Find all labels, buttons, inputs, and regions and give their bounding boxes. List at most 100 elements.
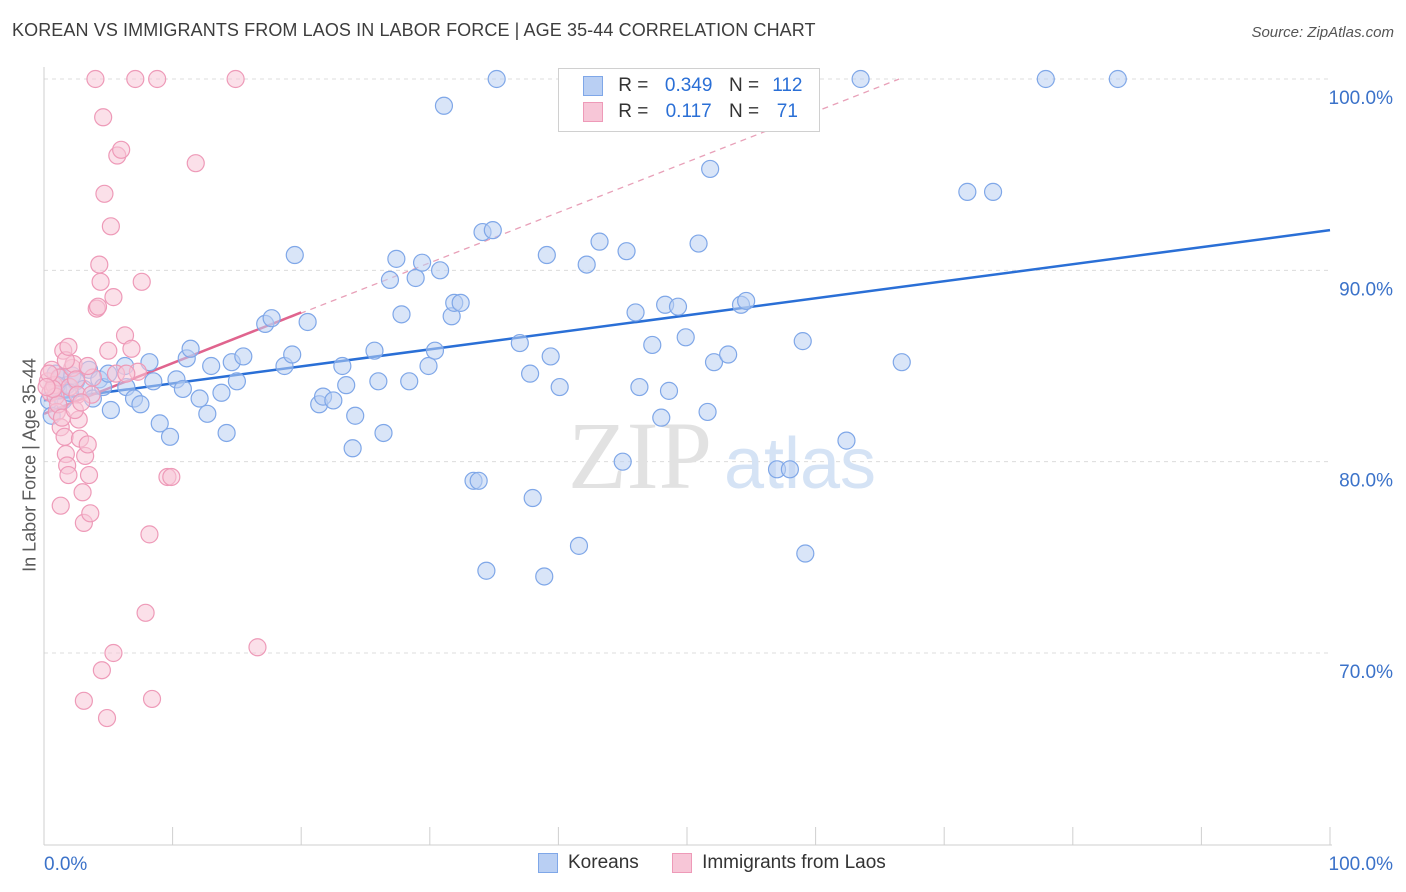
korean-point bbox=[227, 372, 246, 391]
korean-point bbox=[380, 270, 400, 289]
laos-point bbox=[59, 337, 78, 356]
korean-point bbox=[521, 364, 540, 383]
korean-point bbox=[626, 303, 645, 322]
laos-point bbox=[92, 661, 111, 680]
legend-item-laos[interactable]: Immigrants from Laos bbox=[672, 852, 886, 874]
laos-point bbox=[226, 69, 245, 89]
korean-point bbox=[643, 335, 662, 355]
korean-point bbox=[202, 356, 221, 376]
korean-point bbox=[425, 341, 445, 360]
korean-point bbox=[958, 182, 977, 201]
laos-point bbox=[78, 435, 97, 454]
laos-point bbox=[59, 465, 78, 485]
korean-point bbox=[1036, 69, 1055, 89]
korean-point bbox=[298, 312, 317, 332]
legend-n-value: 71 bbox=[776, 101, 798, 122]
korean-point bbox=[212, 383, 231, 402]
laos-point bbox=[78, 356, 97, 376]
korean-point bbox=[324, 391, 343, 410]
korean-point bbox=[131, 395, 150, 414]
korean-point bbox=[419, 356, 438, 376]
koreans-swatch bbox=[583, 75, 603, 96]
laos-point bbox=[148, 69, 167, 89]
korean-point bbox=[346, 406, 365, 425]
korean-point bbox=[569, 536, 589, 555]
korean-point bbox=[430, 261, 450, 280]
korean-point bbox=[412, 253, 432, 272]
legend-n-label: N = bbox=[728, 75, 760, 96]
korean-point bbox=[535, 567, 554, 586]
korean-point bbox=[101, 400, 120, 420]
korean-point bbox=[541, 347, 560, 366]
laos-point bbox=[126, 69, 145, 89]
korean-point bbox=[851, 69, 870, 89]
korean-point bbox=[333, 356, 352, 376]
laos-point bbox=[37, 377, 56, 397]
legend-n-value: 112 bbox=[772, 75, 803, 96]
korean-point bbox=[837, 431, 856, 450]
korean-point bbox=[217, 423, 236, 443]
korean-point bbox=[160, 427, 180, 446]
laos-point bbox=[186, 154, 205, 173]
korean-point bbox=[577, 255, 596, 274]
korean-point bbox=[617, 242, 636, 261]
laos-point bbox=[112, 140, 131, 159]
legend-label-laos: Immigrants from Laos bbox=[702, 852, 886, 873]
legend-r-label: R = bbox=[618, 101, 649, 122]
laos-point bbox=[51, 496, 70, 515]
axes bbox=[43, 67, 1332, 846]
source-credit: Source: ZipAtlas.com bbox=[1251, 24, 1394, 41]
legend-row-laos: R = 0.117 N = 71 bbox=[583, 101, 810, 125]
laos-point bbox=[142, 689, 162, 709]
korean-point bbox=[285, 245, 304, 265]
legend-r-value: 0.349 bbox=[664, 75, 713, 96]
korean-point bbox=[337, 376, 356, 395]
korean-point bbox=[659, 381, 679, 400]
laos-point bbox=[72, 393, 91, 412]
series-legend: Koreans Immigrants from Laos bbox=[538, 852, 914, 874]
laos-point bbox=[79, 465, 99, 485]
koreans-swatch bbox=[538, 852, 558, 873]
korean-point bbox=[392, 305, 411, 324]
laos-swatch bbox=[672, 852, 693, 873]
korean-point bbox=[1108, 69, 1127, 89]
korean-point bbox=[181, 339, 200, 358]
korean-point bbox=[487, 69, 506, 89]
korean-point bbox=[550, 377, 569, 397]
y-axis-label: In Labor Force | Age 35-44 bbox=[19, 358, 40, 572]
laos-point bbox=[67, 370, 86, 389]
korean-point bbox=[400, 372, 419, 391]
watermark: ZIP atlas bbox=[568, 402, 876, 509]
legend-r-label: R = bbox=[618, 75, 649, 96]
korean-point bbox=[689, 234, 708, 253]
y-tick-label: 90.0% bbox=[1339, 279, 1393, 300]
korean-point bbox=[793, 332, 812, 351]
korean-point bbox=[387, 249, 406, 268]
legend-row-koreans: R = 0.349 N = 112 bbox=[583, 75, 810, 99]
tick-labels: 70.0% 80.0% 90.0% 100.0% 0.0% 100.0% bbox=[44, 88, 1393, 875]
legend-n-label: N = bbox=[728, 101, 760, 122]
legend-item-koreans[interactable]: Koreans bbox=[538, 852, 639, 874]
chart-title: KOREAN VS IMMIGRANTS FROM LAOS IN LABOR … bbox=[12, 20, 816, 40]
korean-point bbox=[704, 353, 724, 372]
laos-point bbox=[91, 272, 110, 291]
laos-point bbox=[104, 643, 123, 663]
x-tick-label: 0.0% bbox=[44, 854, 87, 875]
korean-point bbox=[234, 347, 253, 366]
korean-point bbox=[365, 341, 384, 360]
laos-point bbox=[94, 108, 113, 127]
korean-point bbox=[719, 345, 738, 364]
watermark-zip: ZIP bbox=[568, 402, 712, 509]
correlation-legend: R = 0.349 N = 112 R = 0.117 N = 71 bbox=[558, 68, 820, 132]
y-tick-label: 70.0% bbox=[1339, 662, 1393, 683]
laos-point bbox=[136, 603, 155, 622]
laos-point bbox=[55, 427, 74, 446]
korean-point bbox=[630, 377, 649, 397]
laos-point bbox=[99, 341, 118, 360]
korean-point bbox=[523, 488, 542, 508]
y-tick-label: 100.0% bbox=[1329, 88, 1394, 109]
korean-point bbox=[652, 408, 671, 427]
korean-point bbox=[983, 182, 1003, 201]
y-tick-label: 80.0% bbox=[1339, 471, 1393, 492]
korean-point bbox=[701, 159, 720, 179]
